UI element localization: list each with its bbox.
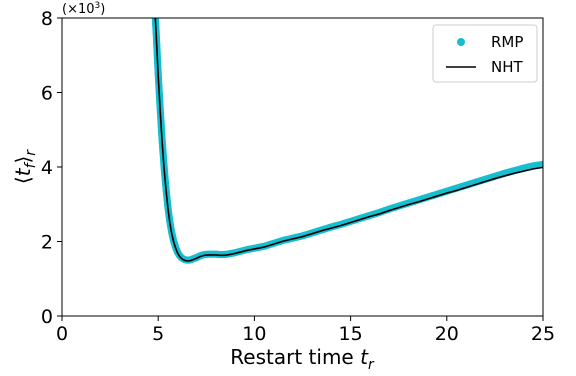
- legend-label-rmp: RMP: [491, 33, 523, 51]
- y-axis-label-outer-sub: r: [23, 149, 39, 156]
- y-tick-label: 4: [41, 157, 53, 179]
- x-axis-ticks: 0 5 10 15 20 25: [56, 316, 555, 345]
- x-axis-label-sub: r: [368, 357, 375, 373]
- y-multiplier-prefix: (×10: [62, 2, 95, 17]
- x-tick-label: 0: [56, 323, 68, 345]
- x-tick-label: 10: [242, 323, 266, 345]
- series-nht-line: [154, 18, 543, 262]
- legend-marker-rmp: [457, 38, 465, 46]
- x-tick-label: 5: [152, 323, 164, 345]
- legend: RMP NHT: [432, 24, 538, 83]
- y-tick-label: 8: [41, 8, 53, 30]
- x-axis-label-var: t: [360, 345, 369, 369]
- x-axis-label: Restart time tr: [230, 345, 375, 373]
- y-multiplier-exponent: 3: [95, 1, 101, 11]
- x-axis-label-text: Restart time: [230, 345, 353, 369]
- y-tick-label: 2: [41, 232, 53, 254]
- y-multiplier: (×103): [62, 1, 105, 17]
- y-axis-label-var: t: [11, 167, 35, 176]
- legend-label-nht: NHT: [491, 58, 524, 76]
- y-tick-label: 6: [41, 83, 53, 105]
- y-axis-ticks: 0 2 4 6 8: [41, 8, 62, 328]
- data-point: [539, 160, 543, 168]
- y-axis-label: ⟨tf⟩r: [11, 149, 39, 184]
- y-multiplier-suffix: ): [100, 2, 105, 17]
- x-tick-label: 15: [339, 323, 363, 345]
- x-tick-label: 25: [531, 323, 555, 345]
- x-tick-label: 20: [435, 323, 459, 345]
- y-axis-label-inner-sub: f: [23, 161, 39, 168]
- y-tick-label: 0: [41, 306, 53, 328]
- data-layer: [151, 18, 543, 264]
